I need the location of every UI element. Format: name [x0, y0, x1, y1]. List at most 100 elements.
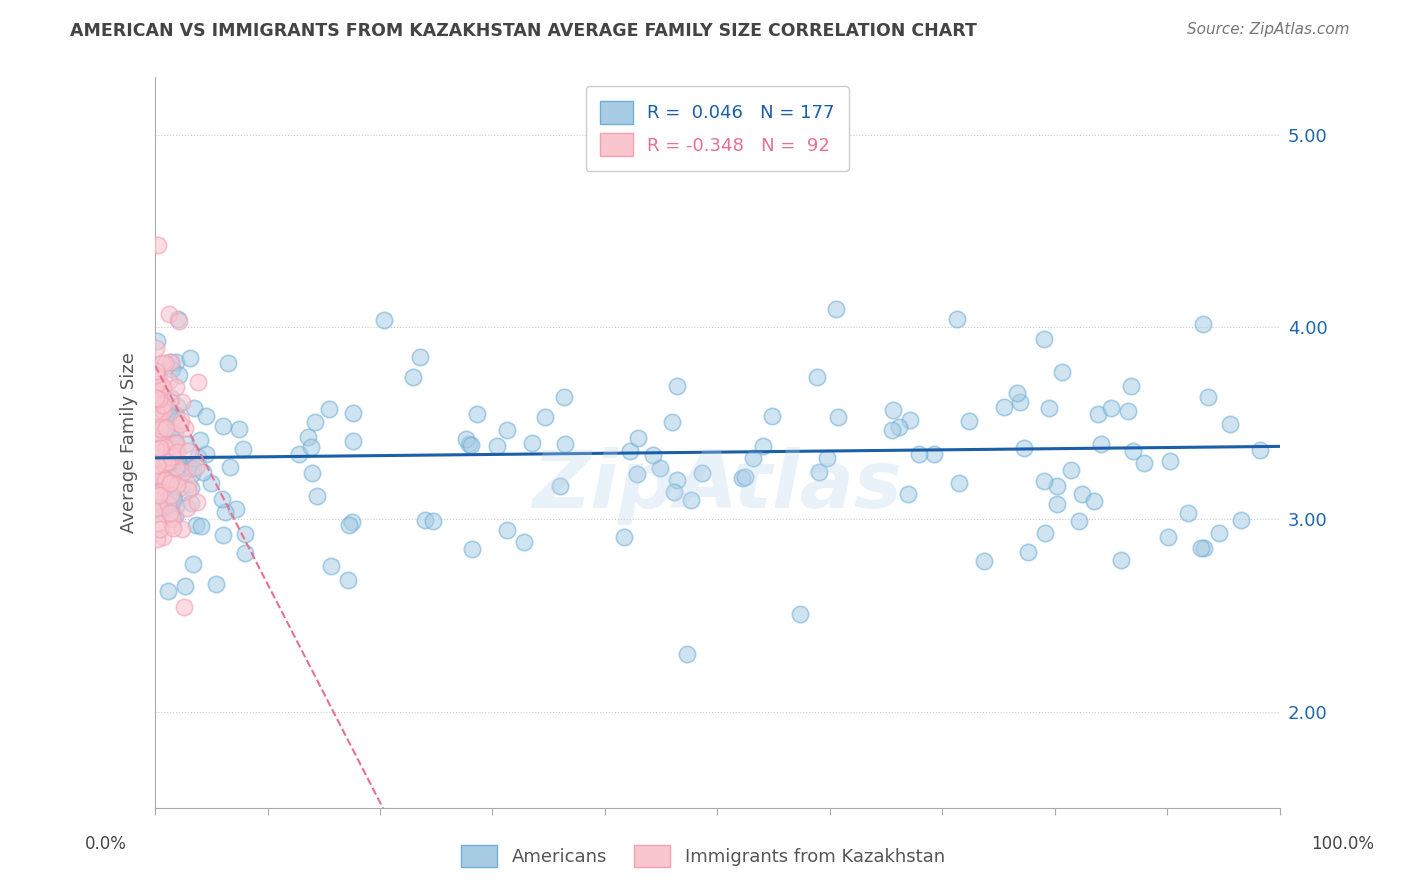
Point: [186, 494, 208, 508]
Point: [149, 397, 172, 411]
Point: [190, 519, 212, 533]
Point: [336, 573, 359, 587]
Point: [946, 312, 969, 326]
Point: [157, 448, 180, 462]
Point: [193, 465, 215, 479]
Point: [153, 355, 176, 369]
Point: [176, 501, 198, 516]
Point: [1099, 401, 1122, 415]
Point: [211, 491, 233, 506]
Point: [153, 483, 176, 498]
Point: [495, 423, 517, 437]
Point: [157, 497, 180, 511]
Point: [337, 518, 360, 533]
Point: [179, 351, 201, 366]
Point: [145, 481, 167, 495]
Point: [162, 512, 184, 526]
Point: [159, 506, 181, 520]
Point: [1017, 545, 1039, 559]
Point: [148, 503, 170, 517]
Point: [288, 447, 311, 461]
Point: [150, 398, 173, 412]
Point: [170, 413, 193, 427]
Point: [150, 445, 173, 459]
Point: [145, 442, 167, 457]
Point: [149, 485, 172, 500]
Point: [1046, 497, 1069, 511]
Point: [155, 421, 177, 435]
Point: [152, 436, 174, 450]
Point: [195, 447, 218, 461]
Point: [486, 439, 509, 453]
Point: [145, 386, 167, 401]
Point: [146, 437, 169, 451]
Point: [553, 390, 575, 404]
Point: [149, 522, 172, 536]
Point: [409, 350, 432, 364]
Point: [166, 478, 188, 492]
Point: [174, 578, 197, 592]
Point: [761, 409, 783, 423]
Legend: R =  0.046   N = 177, R = -0.348   N =  92: R = 0.046 N = 177, R = -0.348 N = 92: [586, 87, 849, 170]
Point: [159, 488, 181, 502]
Point: [1087, 407, 1109, 421]
Point: [162, 491, 184, 505]
Point: [146, 237, 169, 252]
Point: [145, 507, 167, 521]
Point: [299, 440, 322, 454]
Point: [665, 473, 688, 487]
Point: [166, 452, 188, 467]
Point: [162, 510, 184, 524]
Point: [174, 421, 197, 435]
Point: [165, 354, 187, 368]
Point: [148, 392, 170, 406]
Point: [204, 576, 226, 591]
Point: [806, 370, 828, 384]
Point: [180, 496, 202, 510]
Point: [160, 361, 183, 376]
Point: [145, 397, 167, 411]
Point: [1038, 401, 1060, 415]
Point: [1189, 541, 1212, 555]
Point: [177, 460, 200, 475]
Point: [166, 444, 188, 458]
Point: [157, 307, 180, 321]
Point: [233, 526, 256, 541]
Point: [163, 509, 186, 524]
Point: [146, 486, 169, 500]
Legend: Americans, Immigrants from Kazakhstan: Americans, Immigrants from Kazakhstan: [454, 838, 952, 874]
Point: [167, 314, 190, 328]
Point: [146, 467, 169, 482]
Point: [307, 489, 329, 503]
Point: [165, 408, 187, 422]
Point: [1050, 365, 1073, 379]
Point: [170, 480, 193, 494]
Point: [454, 432, 477, 446]
Point: [993, 400, 1015, 414]
Point: [153, 448, 176, 462]
Point: [825, 301, 848, 316]
Point: [342, 434, 364, 448]
Point: [146, 434, 169, 449]
Point: [148, 488, 170, 502]
Point: [301, 466, 323, 480]
Point: [1194, 541, 1216, 555]
Point: [177, 483, 200, 498]
Point: [908, 447, 931, 461]
Point: [554, 437, 576, 451]
Point: [898, 413, 921, 427]
Point: [153, 475, 176, 489]
Point: [165, 380, 187, 394]
Point: [152, 380, 174, 394]
Point: [176, 458, 198, 473]
Point: [882, 403, 904, 417]
Point: [146, 434, 169, 449]
Point: [200, 476, 222, 491]
Point: [211, 527, 233, 541]
Point: [183, 401, 205, 416]
Point: [181, 461, 204, 475]
Point: [1012, 441, 1035, 455]
Point: [157, 408, 180, 422]
Point: [461, 542, 484, 557]
Point: [318, 401, 340, 416]
